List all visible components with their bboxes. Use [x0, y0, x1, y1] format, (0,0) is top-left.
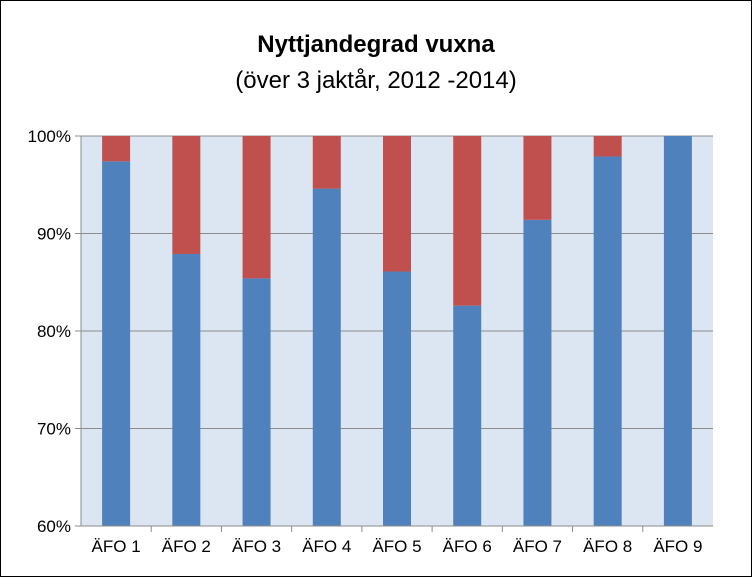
x-tick-label: ÄFO 7 [513, 537, 562, 556]
y-tick-label: 90% [37, 225, 71, 244]
x-tick-label: ÄFO 6 [443, 537, 492, 556]
y-axis-ticks: 60% 70% 80% 90% 100% [28, 127, 81, 536]
x-tick-label: ÄFO 2 [162, 537, 211, 556]
y-tick-label: 100% [28, 127, 71, 146]
bar-segment-nyttjad [102, 161, 131, 526]
x-tick-label: ÄFO 9 [653, 537, 702, 556]
bar-segment-nyttjad [663, 136, 692, 526]
bar-segment-ej-nyttjad [453, 136, 482, 306]
bar-segment-ej-nyttjad [383, 136, 411, 272]
x-tick-label: ÄFO 8 [583, 537, 632, 556]
bar-segment-nyttjad [312, 188, 341, 526]
bar-segment-ej-nyttjad [523, 136, 552, 220]
x-axis-ticks: ÄFO 1 ÄFO 2 ÄFO 3 ÄFO 4 ÄFO 5 ÄFO 6 ÄFO 7 ÄFO 8… [92, 526, 702, 556]
x-tick-label: ÄFO 1 [92, 537, 141, 556]
bar-segment-ej-nyttjad [102, 136, 131, 162]
bar-segment-ej-nyttjad [593, 136, 622, 157]
bar-segment-nyttjad [172, 253, 201, 526]
x-tick-label: ÄFO 3 [232, 537, 281, 556]
bar-segment-ej-nyttjad [312, 136, 341, 189]
bars [102, 136, 692, 526]
bar-segment-nyttjad [593, 156, 622, 526]
y-tick-label: 60% [37, 517, 71, 536]
y-tick-label: 70% [37, 420, 71, 439]
bar-segment-nyttjad [523, 219, 552, 526]
y-tick-label: 80% [37, 322, 71, 341]
x-tick-label: ÄFO 4 [302, 537, 351, 556]
bar-segment-nyttjad [453, 305, 482, 526]
chart-title: Nyttjandegrad vuxna [257, 31, 495, 58]
x-tick-label: ÄFO 5 [372, 537, 421, 556]
bar-segment-nyttjad [383, 271, 411, 526]
bar-segment-ej-nyttjad [172, 136, 201, 254]
bar-segment-ej-nyttjad [242, 136, 271, 279]
bar-segment-nyttjad [242, 278, 271, 526]
chart-subtitle: (över 3 jaktår, 2012 -2014) [235, 67, 517, 94]
